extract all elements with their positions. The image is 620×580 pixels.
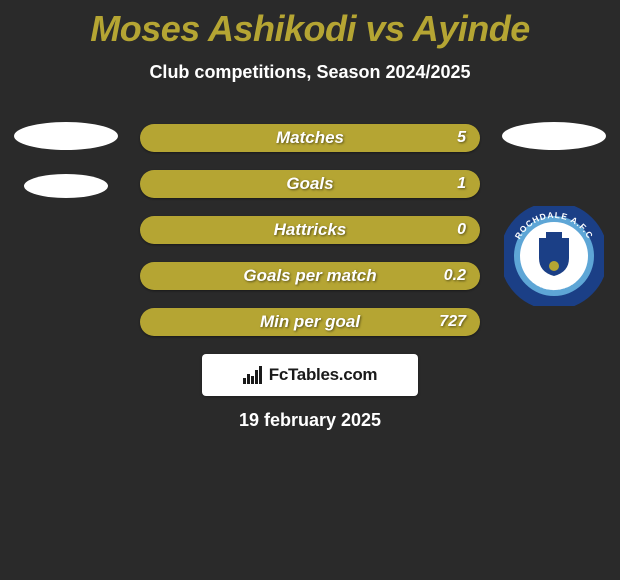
crest-ball [549, 261, 559, 271]
stat-value-right: 0 [457, 221, 466, 239]
bars-icon [243, 366, 265, 384]
stat-row: Goals per match 0.2 [140, 262, 480, 290]
stats-container: Matches 5 Goals 1 Hattricks 0 Goals per match 0… [140, 124, 480, 354]
branding-label: FcTables.com [269, 365, 378, 385]
club-badge-svg: ROCHDALE A.F.C THE DALE [504, 206, 604, 306]
page-title: Moses Ashikodi vs Ayinde [0, 0, 620, 50]
branding-badge[interactable]: FcTables.com [202, 354, 418, 396]
stat-value-right: 727 [439, 313, 466, 331]
club-badge: ROCHDALE A.F.C THE DALE [504, 206, 604, 306]
stat-value-right: 5 [457, 129, 466, 147]
left-player-column [6, 122, 126, 222]
stat-label: Matches [276, 128, 344, 148]
player-badge-placeholder [14, 122, 118, 150]
player-badge-placeholder [24, 174, 108, 198]
stat-row: Hattricks 0 [140, 216, 480, 244]
right-player-column: ROCHDALE A.F.C THE DALE [494, 122, 614, 306]
stat-value-right: 1 [457, 175, 466, 193]
stat-label: Min per goal [260, 312, 360, 332]
crest-castle [546, 232, 562, 238]
subtitle: Club competitions, Season 2024/2025 [0, 62, 620, 83]
stat-label: Hattricks [274, 220, 347, 240]
player-badge-placeholder [502, 122, 606, 150]
stat-label: Goals [286, 174, 333, 194]
stat-label: Goals per match [243, 266, 376, 286]
stat-row: Goals 1 [140, 170, 480, 198]
stat-value-right: 0.2 [444, 267, 466, 285]
stat-row: Matches 5 [140, 124, 480, 152]
footer-date: 19 february 2025 [239, 410, 381, 431]
stat-row: Min per goal 727 [140, 308, 480, 336]
